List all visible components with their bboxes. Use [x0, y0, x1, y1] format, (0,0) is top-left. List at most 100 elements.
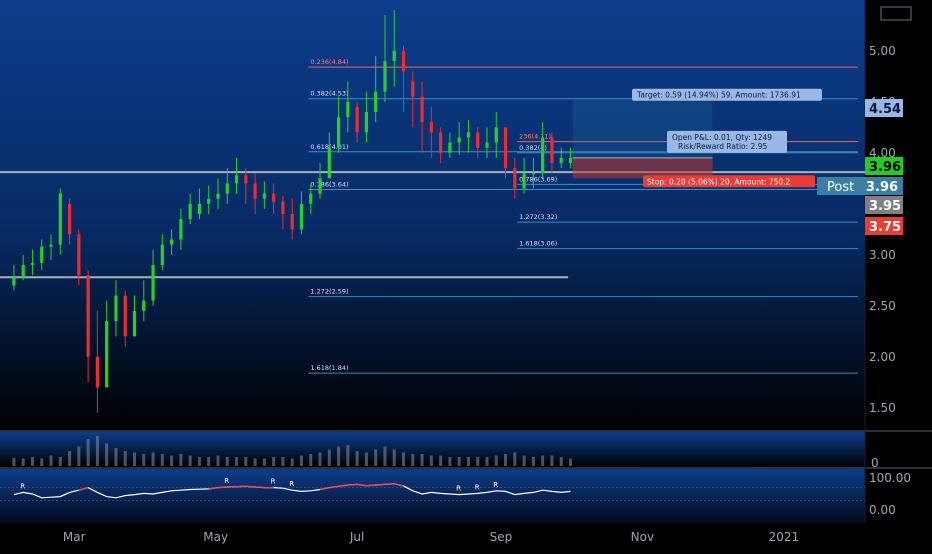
volume-bar — [458, 457, 461, 466]
x-tick-label: Jul — [349, 530, 364, 544]
y-tick-label: 3.00 — [869, 248, 896, 262]
candle-body — [235, 175, 238, 183]
volume-bar — [31, 457, 34, 466]
volume-bar — [198, 457, 201, 466]
candle-body — [318, 178, 321, 193]
y-tick-label: 5.00 — [869, 44, 896, 58]
rsi-signal-label: R — [20, 482, 25, 490]
candle-body — [541, 138, 544, 174]
volume-bar — [356, 451, 359, 466]
volume-bar — [421, 454, 424, 466]
fib-level-label: 0.236(4.84) — [310, 58, 348, 66]
volume-bar — [523, 456, 526, 467]
candle-body — [513, 168, 516, 188]
fib-level-label: 1.618(1.84) — [310, 364, 348, 372]
volume-tick-label: 0 — [871, 456, 879, 470]
volume-bar — [133, 453, 136, 467]
candle-body — [133, 311, 136, 337]
volume-bar — [124, 451, 127, 466]
rsi-overbought-segment — [218, 487, 227, 488]
volume-bar — [207, 457, 210, 466]
fib-level-label: 1.272(3.32) — [519, 213, 557, 221]
candle-body — [179, 219, 182, 239]
candle-body — [253, 183, 256, 198]
volume-bar — [152, 453, 155, 467]
candle-body — [448, 143, 451, 153]
main-pane-background — [0, 0, 865, 430]
volume-bar — [12, 458, 15, 466]
volume-bar — [272, 457, 275, 466]
candle-body — [272, 194, 275, 202]
candle-body — [124, 296, 127, 337]
candle-body — [151, 265, 154, 301]
volume-bar — [309, 454, 312, 466]
candle-body — [495, 127, 498, 142]
volume-bar — [532, 457, 535, 466]
rsi-signal-label: R — [493, 481, 498, 489]
volume-bar — [235, 457, 238, 466]
fib-level-label: 0.786(3.64) — [310, 181, 348, 189]
volume-bar — [346, 445, 349, 466]
fib-level-label: 236(4.11) — [519, 133, 551, 141]
volume-bar — [291, 459, 294, 467]
candle-body — [569, 158, 572, 163]
volume-bar — [281, 457, 284, 466]
fib-level-label: 1.272(2.59) — [310, 288, 348, 296]
fib-level-label: 1.618(3.06) — [519, 240, 557, 248]
volume-bar — [550, 456, 553, 467]
volume-bar — [68, 451, 71, 466]
candle-body — [189, 204, 192, 219]
x-tick-label: May — [203, 530, 228, 544]
post-market-tag-value: 3.96 — [866, 180, 898, 195]
rsi-signal-label: R — [289, 480, 294, 488]
candle-body — [281, 202, 284, 214]
volume-bar — [504, 454, 507, 466]
rsi-tick-label: 0.00 — [869, 503, 896, 517]
x-tick-label: Nov — [631, 530, 654, 544]
volume-bar — [439, 456, 442, 467]
volume-bar — [50, 456, 53, 467]
volume-bar — [244, 457, 247, 466]
candle-body — [365, 112, 368, 132]
candle-body — [467, 132, 470, 137]
volume-bar — [402, 453, 405, 467]
volume-bar — [328, 450, 331, 467]
volume-bar — [263, 459, 266, 467]
candle-body — [170, 240, 173, 245]
y-tick-label: 2.00 — [869, 350, 896, 364]
candle-body — [263, 194, 266, 199]
price-tag-value: 3.96 — [869, 160, 901, 175]
candle-body — [114, 296, 117, 322]
rsi-overbought-segment — [366, 485, 375, 486]
volume-bar — [448, 457, 451, 466]
volume-bar — [189, 456, 192, 467]
candle-body — [430, 122, 433, 132]
rsi-pane-background — [0, 469, 865, 523]
volume-bar — [77, 447, 80, 467]
candle-body — [59, 194, 62, 245]
candle-body — [346, 102, 349, 117]
candle-body — [68, 204, 71, 235]
volume-bar — [319, 453, 322, 467]
candle-body — [337, 117, 340, 148]
price-tag-value: 4.54 — [869, 102, 901, 117]
candle-body — [216, 194, 219, 199]
volume-bar — [142, 454, 145, 466]
volume-bar — [59, 457, 62, 466]
volume-bar — [22, 459, 25, 467]
pnl-label: Open P&L: 0.01, Qty: 1249 — [672, 133, 772, 142]
candle-body — [40, 247, 43, 263]
volume-bar — [254, 459, 257, 467]
stop-label: Stop: 0.20 (5.06%) 20, Amount: 750.2 — [647, 177, 791, 186]
volume-bar — [374, 450, 377, 467]
candle-body — [12, 277, 15, 285]
candle-body — [49, 245, 52, 247]
candle-body — [207, 199, 210, 204]
rsi-signal-label: R — [224, 477, 229, 485]
volume-bar — [476, 457, 479, 466]
candle-body — [532, 173, 535, 174]
rsi-signal-label: R — [456, 485, 461, 493]
candle-body — [309, 194, 312, 204]
